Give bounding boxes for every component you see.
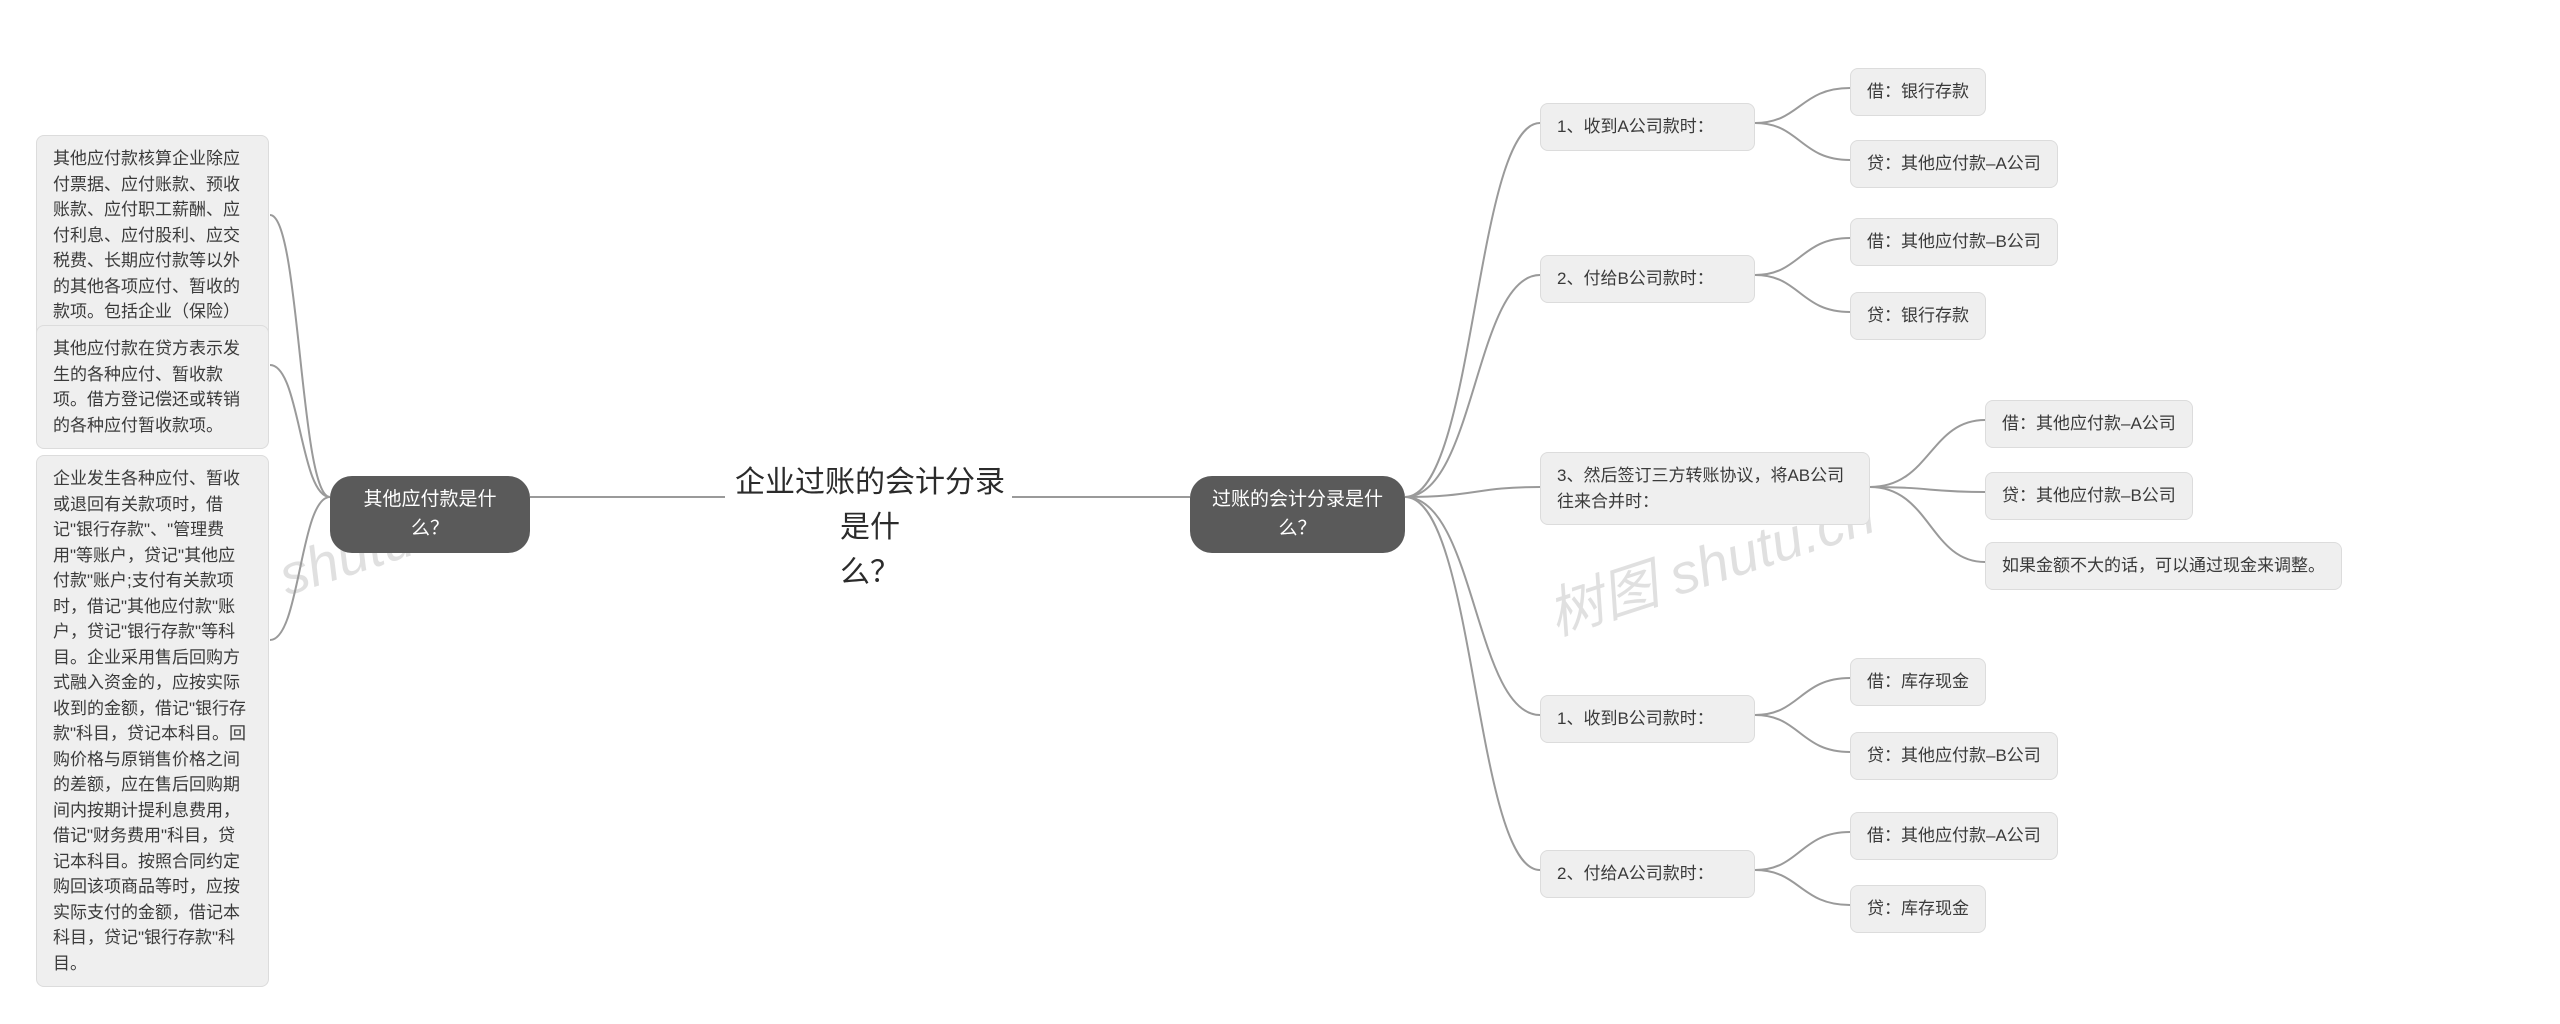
right-leaf-3-0: 借：库存现金 xyxy=(1850,658,1986,706)
right-leaf-0-1: 贷：其他应付款–A公司 xyxy=(1850,140,2058,188)
right-mid-4: 2、付给A公司款时： xyxy=(1540,850,1755,898)
right-branch: 过账的会计分录是什么？ xyxy=(1190,476,1405,553)
right-mid-3: 1、收到B公司款时： xyxy=(1540,695,1755,743)
root-line2: 么？ xyxy=(725,550,1015,595)
left-branch: 其他应付款是什么？ xyxy=(330,476,530,553)
left-leaf-2: 企业发生各种应付、暂收或退回有关款项时，借记"银行存款"、"管理费用"等账户，贷… xyxy=(36,455,269,987)
right-leaf-2-1: 贷：其他应付款–B公司 xyxy=(1985,472,2193,520)
root-node: 企业过账的会计分录是什 么？ xyxy=(725,460,1015,595)
left-leaf-1: 其他应付款在贷方表示发生的各种应付、暂收款项。借方登记偿还或转销的各种应付暂收款… xyxy=(36,325,269,449)
right-leaf-2-2: 如果金额不大的话，可以通过现金来调整。 xyxy=(1985,542,2342,590)
right-leaf-1-1: 贷：银行存款 xyxy=(1850,292,1986,340)
right-leaf-4-0: 借：其他应付款–A公司 xyxy=(1850,812,2058,860)
right-leaf-1-0: 借：其他应付款–B公司 xyxy=(1850,218,2058,266)
right-mid-1: 2、付给B公司款时： xyxy=(1540,255,1755,303)
right-leaf-4-1: 贷：库存现金 xyxy=(1850,885,1986,933)
right-mid-0: 1、收到A公司款时： xyxy=(1540,103,1755,151)
right-leaf-2-0: 借：其他应付款–A公司 xyxy=(1985,400,2193,448)
right-leaf-0-0: 借：银行存款 xyxy=(1850,68,1986,116)
right-mid-2: 3、然后签订三方转账协议，将AB公司往来合并时： xyxy=(1540,452,1870,525)
root-line1: 企业过账的会计分录是什 xyxy=(725,460,1015,550)
right-leaf-3-1: 贷：其他应付款–B公司 xyxy=(1850,732,2058,780)
